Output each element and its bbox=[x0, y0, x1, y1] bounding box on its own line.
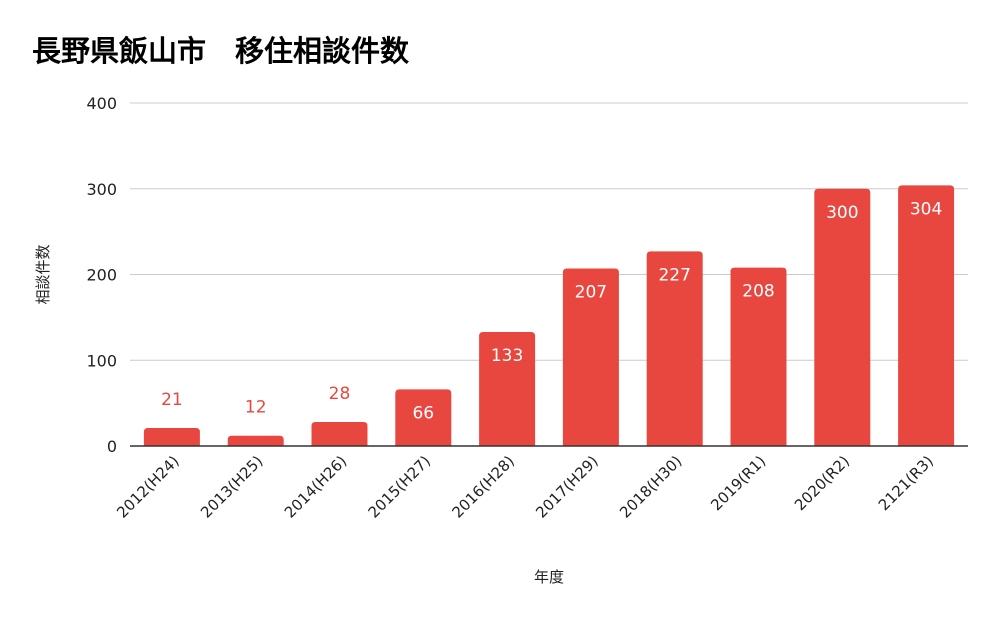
bars bbox=[143, 185, 955, 446]
x-tick-label: 2014(H26) bbox=[281, 452, 350, 521]
data-label: 28 bbox=[329, 384, 351, 404]
data-label: 207 bbox=[575, 282, 607, 302]
x-tick-label: 2018(H30) bbox=[616, 452, 685, 521]
data-label: 227 bbox=[658, 265, 690, 285]
y-tick-label: 200 bbox=[86, 266, 117, 285]
x-tick-label: 2121(R3) bbox=[875, 452, 937, 514]
x-tick-label: 2013(H25) bbox=[197, 452, 266, 521]
bar bbox=[227, 435, 284, 446]
x-axis-ticks: 2012(H24) 2013(H25) 2014(H26) 2015(H27) 2016… bbox=[113, 452, 937, 521]
x-tick-label: 2015(H27) bbox=[365, 452, 434, 521]
chart-title: 長野県飯山市 移住相談件数 bbox=[32, 34, 410, 68]
data-label: 304 bbox=[910, 199, 942, 219]
bar bbox=[898, 185, 955, 446]
x-tick-label: 2012(H24) bbox=[113, 452, 182, 521]
data-label: 208 bbox=[742, 282, 774, 302]
data-label: 66 bbox=[412, 403, 434, 423]
y-tick-label: 400 bbox=[86, 94, 117, 113]
x-axis-label: 年度 bbox=[534, 568, 564, 586]
bar bbox=[646, 251, 703, 446]
x-tick-label: 2016(H28) bbox=[448, 452, 517, 521]
y-tick-label: 0 bbox=[107, 437, 117, 456]
bar bbox=[395, 389, 452, 446]
data-label: 12 bbox=[245, 398, 267, 418]
data-labels: 21 12 28 66 133 207 227 208 300 304 bbox=[161, 199, 942, 423]
y-tick-label: 100 bbox=[86, 351, 117, 370]
x-tick-label: 2019(R1) bbox=[707, 452, 769, 514]
data-label: 300 bbox=[826, 203, 858, 223]
bar bbox=[311, 421, 368, 446]
data-label: 21 bbox=[161, 390, 183, 410]
bar bbox=[814, 188, 871, 446]
data-label: 133 bbox=[491, 346, 523, 366]
bar bbox=[730, 267, 787, 446]
x-tick-label: 2017(H29) bbox=[532, 452, 601, 521]
bar bbox=[143, 427, 200, 446]
x-tick-label: 2020(R2) bbox=[791, 452, 853, 514]
y-axis-ticks: 0 100 200 300 400 bbox=[86, 94, 117, 456]
y-axis-label: 相談件数 bbox=[34, 244, 52, 304]
bar bbox=[562, 268, 619, 446]
bar bbox=[479, 331, 536, 446]
y-tick-label: 300 bbox=[86, 180, 117, 199]
